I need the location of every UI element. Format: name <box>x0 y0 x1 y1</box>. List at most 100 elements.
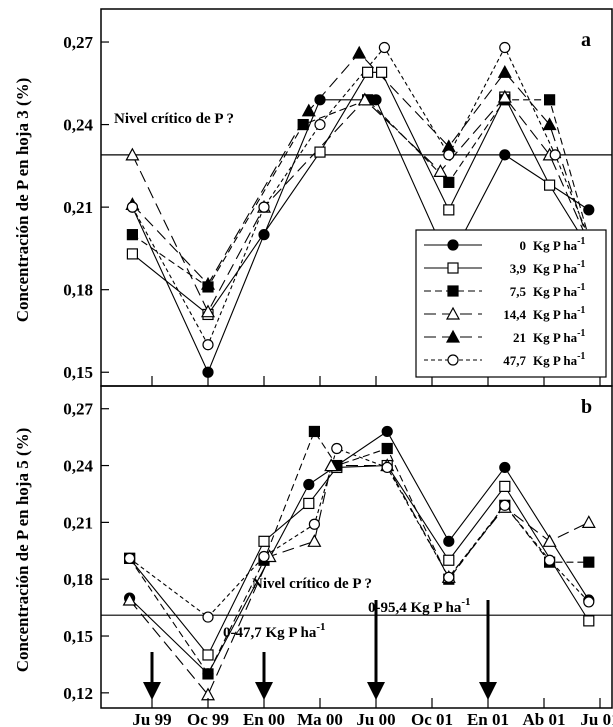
legend-amount-0: 0 <box>520 238 527 253</box>
panel-a-series-0-point <box>202 366 214 378</box>
panel-b-series-1-point <box>202 649 214 661</box>
panel-a-ytick-label: 0,15 <box>63 363 93 382</box>
x-tick-label: Ju 99 <box>132 710 171 727</box>
x-tick-label: Ab 01 <box>523 710 566 727</box>
panel-b-series-4-point <box>308 518 320 530</box>
panel-b-series-4-point <box>381 461 393 474</box>
panel-b-letter: b <box>581 396 592 418</box>
panel-b-series-4-point <box>499 499 511 511</box>
arrow-head <box>479 682 497 700</box>
panel-a-series-3-point <box>433 164 448 177</box>
legend: 0 Kg P ha-1 3,9 Kg P ha-1 7,5 Kg P ha-1 14,4 Kg… <box>415 229 607 378</box>
panel-b-series-1-line <box>129 464 590 656</box>
panel-b-series-0-point <box>499 461 511 474</box>
panel-b-series-3-point <box>324 458 339 472</box>
panel-a-series-4-point <box>352 45 367 59</box>
panel-a-ylabel: Concentración de P en hoja 3 (%) <box>13 78 32 323</box>
panel-a-series-5-point <box>314 118 326 131</box>
legend-marker-3 <box>445 306 461 320</box>
panel-b-series-0-point <box>303 478 315 491</box>
panel-a-ytick-label: 0,21 <box>63 198 93 217</box>
panel-b-series-2-point <box>202 668 214 680</box>
legend-amount-5: 47,7 <box>503 353 526 368</box>
panel-a-series-4-point <box>497 65 512 78</box>
x-tick-label: Ma 00 <box>297 710 343 727</box>
panel-a-letter: a <box>581 29 591 51</box>
panel-a-series-2-point <box>543 94 556 106</box>
panel-a-series-3-point <box>200 304 216 318</box>
panel-b-series-1-point <box>443 554 455 566</box>
legend-marker-0 <box>447 239 459 251</box>
panel-a-series-1-point <box>314 146 326 158</box>
arrow-head <box>143 682 161 700</box>
panel-a-series-5-point <box>549 149 561 161</box>
legend-marker-4 <box>445 329 461 343</box>
application-arrows <box>143 600 497 700</box>
panel-a-series-3-point <box>125 147 140 161</box>
panel-b-series-0-point <box>443 535 455 547</box>
panel-a-ytick-label: 0,24 <box>63 116 93 135</box>
panel-b-series-1-point <box>303 497 315 510</box>
panel-b-series-2-point <box>583 556 595 568</box>
panel-a-series-4-point <box>542 117 557 131</box>
panel-a-reference-label: Nivel crítico de P ? <box>114 111 234 127</box>
x-tick-label: En 01 <box>467 710 509 727</box>
x-axis: Ju 99 Oc 99 En 00 Ma 00 Ju 00 Oc 01 En 01 Ab 01… <box>132 376 613 727</box>
arrow-head <box>255 682 273 700</box>
panel-b-series-4-point <box>443 571 455 583</box>
panel-b-ytick-label: 0,15 <box>63 627 93 646</box>
panel-a-series-3-line <box>131 96 590 313</box>
panel-b-ytick-label: 0,18 <box>63 570 93 589</box>
panel-a-series-1-point <box>126 248 139 260</box>
legend-unit-sup-5: -1 <box>577 351 585 362</box>
panel-a-series-0-line <box>131 99 590 374</box>
panel-a-series-5-point <box>202 339 214 351</box>
panel-a-series-3-point <box>357 92 372 106</box>
panel-b-ytick-label: 0,24 <box>63 457 93 476</box>
panel-a-series-5-point <box>126 201 138 213</box>
panel-b-series-3-point <box>122 592 137 606</box>
panel-b-series-4-point <box>258 550 270 563</box>
x-tick-label: En 00 <box>243 710 285 727</box>
panel-a-ytick-label: 0,27 <box>63 33 93 52</box>
panel-b-series-1-point <box>583 615 595 627</box>
legend-unit-5: Kg P ha-1 <box>533 351 585 368</box>
panel-a-series-0-point <box>583 204 595 216</box>
legend-amount-4: 21 <box>513 330 526 345</box>
legend-amount-3: 14,4 <box>503 307 526 322</box>
panel-a-series-1-point <box>362 66 374 78</box>
panel-b-series-4-point <box>543 554 556 566</box>
panel-b-ylabel: Concentración de P en hoja 5 (%) <box>13 428 32 673</box>
x-tick-label: Oc 99 <box>187 710 229 727</box>
dose-annotation-1-sup: -1 <box>316 621 325 633</box>
x-tick-label: Oc 01 <box>411 710 453 727</box>
legend-unit-1: Kg P ha-1 <box>533 259 585 276</box>
arrow-head <box>367 682 385 700</box>
panel-b-series-3-line <box>129 465 590 696</box>
dose-annotation-1-text: 0-47,7 Kg P ha <box>223 625 317 641</box>
panel-a-series-2-line <box>132 99 590 288</box>
panel-a-series-3-point <box>497 89 512 103</box>
panel-a-series-5-point <box>499 41 511 54</box>
panel-a-series-2-point <box>443 176 455 188</box>
legend-marker-1 <box>447 262 459 274</box>
legend-unit-sup-1: -1 <box>577 259 585 270</box>
panel-b-series-4-point <box>202 611 214 623</box>
panel-b-series-1-point <box>499 480 511 492</box>
x-tick-label: Ju 00 <box>356 710 395 727</box>
legend-amount-1: 3,9 <box>510 261 527 276</box>
panel-b-ytick-label: 0,21 <box>63 513 93 532</box>
panel-b-ytick-label: 0,12 <box>63 684 93 703</box>
panel-a-series-5-point <box>443 149 455 161</box>
panel-a-series-1-point <box>543 179 556 191</box>
panel-b-series-3-point <box>307 534 322 547</box>
panel-b-series-4-point <box>124 552 136 564</box>
legend-unit-sup-4: -1 <box>577 328 585 339</box>
panel-a-series-4-line <box>132 52 590 286</box>
legend-unit-0: Kg P ha-1 <box>533 236 585 253</box>
panel-b-reference-label: Nivel crítico de P ? <box>252 576 372 592</box>
panel-b-series-0-line <box>129 430 590 675</box>
legend-unit-sup-0: -1 <box>577 236 585 247</box>
panel-b-frame <box>100 385 613 709</box>
